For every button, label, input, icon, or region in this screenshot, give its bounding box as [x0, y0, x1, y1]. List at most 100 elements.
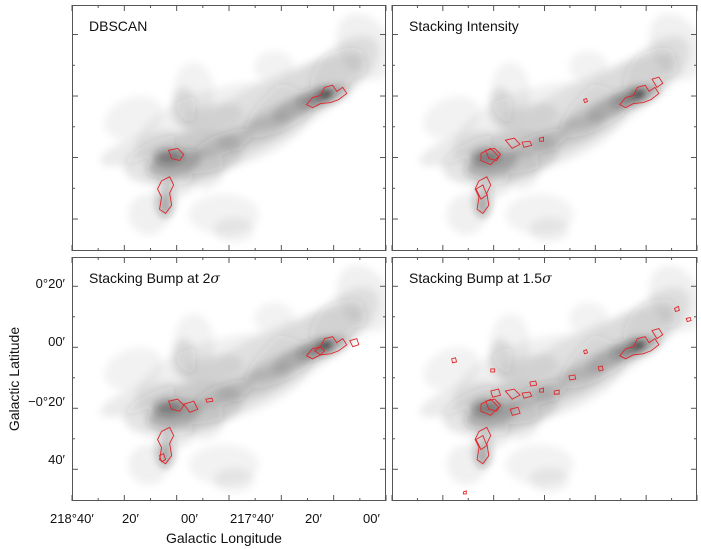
cluster-contours	[157, 336, 360, 465]
emission-blob	[568, 50, 609, 84]
cluster-contour	[475, 184, 488, 200]
panel-stacking-bump-1p5sigma: Stacking Bump at 1.5σ	[392, 257, 697, 501]
cluster-contour	[619, 84, 660, 109]
cluster-contour	[673, 305, 680, 312]
panel-title-dbscan: DBSCAN	[89, 18, 148, 34]
cluster-contour	[619, 336, 660, 360]
cluster-contour	[568, 374, 577, 381]
cluster-contour	[480, 147, 500, 166]
cluster-contour	[480, 398, 500, 416]
emission-blob	[246, 347, 323, 381]
emission-blob	[529, 467, 569, 492]
panel-stacking-intensity: Stacking Intensity	[392, 5, 697, 251]
emission-blob	[636, 343, 643, 349]
emission-blob	[471, 148, 501, 165]
cluster-contour	[539, 387, 544, 393]
emission-blob	[500, 148, 540, 189]
emission-blob	[649, 265, 696, 332]
cluster-contour	[509, 406, 521, 416]
emission-blob	[128, 194, 169, 235]
cluster-contour	[349, 338, 360, 348]
cluster-contour	[529, 380, 538, 387]
ytick-label: 00′	[48, 334, 65, 349]
emission-blob	[423, 347, 480, 391]
panel-dbscan: DBSCAN	[72, 5, 386, 251]
y-axis-label: Galactic Latitude	[6, 326, 22, 432]
sigma-symbol: σ	[542, 271, 552, 287]
cluster-contours	[157, 84, 348, 215]
emission-layer	[100, 265, 385, 492]
panel-title-bump-2sigma: Stacking Bump at 2σ	[89, 270, 220, 287]
emission-blob	[246, 95, 323, 130]
emission-blob	[561, 347, 636, 381]
cluster-contour	[168, 147, 185, 162]
emission-blob	[213, 217, 255, 242]
cluster-contours	[474, 76, 664, 215]
cluster-contour	[583, 349, 589, 355]
emission-blob	[100, 381, 177, 418]
cluster-contour	[685, 316, 692, 323]
x-axis-label: Galactic Longitude	[166, 530, 282, 546]
cluster-contour	[521, 140, 533, 148]
emission-blob	[336, 13, 385, 81]
cluster-contour	[490, 388, 502, 398]
cluster-contour	[305, 84, 348, 109]
cluster-contour	[651, 328, 664, 340]
emission-blob	[636, 91, 643, 97]
emission-map	[419, 13, 696, 242]
cluster-contour	[504, 388, 521, 400]
ytick-label: 40′	[48, 452, 65, 467]
panel-stacking-bump-2sigma: Stacking Bump at 2σ	[72, 257, 386, 501]
ytick-label: −0°20′	[28, 394, 65, 409]
cluster-contour	[475, 434, 488, 451]
emission-map	[100, 265, 385, 492]
cluster-contour	[521, 391, 533, 399]
panel-title-bump-1p5sigma: Stacking Bump at 1.5σ	[409, 270, 552, 287]
emission-blob	[254, 50, 295, 84]
cluster-contour	[553, 389, 560, 395]
emission-blob	[446, 194, 486, 235]
emission-map	[100, 13, 385, 242]
emission-blob	[163, 171, 194, 197]
emission-blob	[153, 148, 184, 165]
cluster-contour	[157, 426, 175, 465]
cluster-contour	[462, 490, 467, 495]
emission-blob	[104, 96, 163, 140]
xtick-label: 218°40′	[50, 511, 94, 526]
cluster-contour	[474, 176, 492, 215]
title-prefix: Stacking Bump at 1.5	[409, 270, 543, 286]
cluster-contour	[474, 426, 492, 465]
emission-blob	[568, 302, 609, 335]
emission-layer	[419, 13, 696, 242]
emission-blob	[184, 102, 244, 133]
emission-blob	[500, 354, 559, 384]
emission-blob	[184, 354, 244, 384]
cluster-contour	[205, 397, 214, 403]
emission-blob	[183, 148, 224, 189]
cluster-contour	[182, 400, 199, 413]
emission-blob	[104, 347, 163, 391]
emission-blob	[419, 381, 494, 418]
ytick-label: 0°20′	[35, 276, 65, 291]
cluster-contour	[313, 346, 326, 356]
cluster-contour	[651, 76, 664, 88]
cluster-contour	[451, 357, 458, 364]
xtick-label: 20′	[305, 511, 322, 526]
emission-blob	[323, 343, 330, 349]
emission-blob	[163, 422, 194, 447]
emission-blob	[323, 91, 330, 97]
cluster-contour	[485, 147, 502, 162]
emission-blob	[183, 399, 224, 440]
emission-blob	[471, 399, 501, 416]
cluster-contour	[504, 137, 521, 149]
cluster-contour	[159, 452, 167, 463]
cluster-contours	[451, 305, 692, 495]
emission-blob	[213, 467, 255, 492]
cluster-contour	[583, 97, 589, 104]
emission-blob	[153, 399, 184, 416]
emission-layer	[100, 13, 385, 242]
emission-blob	[128, 444, 169, 485]
title-prefix: Stacking Bump at 2	[89, 270, 211, 286]
emission-blob	[529, 217, 569, 242]
